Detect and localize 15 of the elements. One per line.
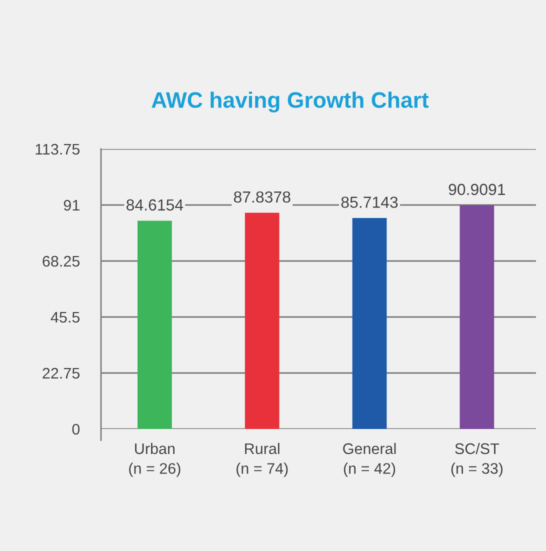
y-tick-label: 68.25 [42,256,80,267]
x-tick-label: Urban (n = 26) [129,442,180,477]
y-tick-label: 0 [72,424,80,435]
y-tick-label: 113.75 [36,144,80,155]
data-label: 84.6154 [126,199,184,211]
y-tick-label: 22.75 [42,368,80,379]
y-tick-label: 91 [64,200,80,211]
x-tick-label: Rural (n = 74) [236,442,288,477]
y-tick-label: 45.5 [50,312,80,323]
data-label: 87.8378 [234,191,290,203]
data-label: 90.9091 [448,184,506,196]
x-tick-label: General (n = 42) [343,442,396,477]
chart-title: AWC having Growth Chart [152,92,429,112]
data-label: 85.7143 [341,196,398,208]
x-tick-label: SC/ST (n = 33) [451,442,503,477]
